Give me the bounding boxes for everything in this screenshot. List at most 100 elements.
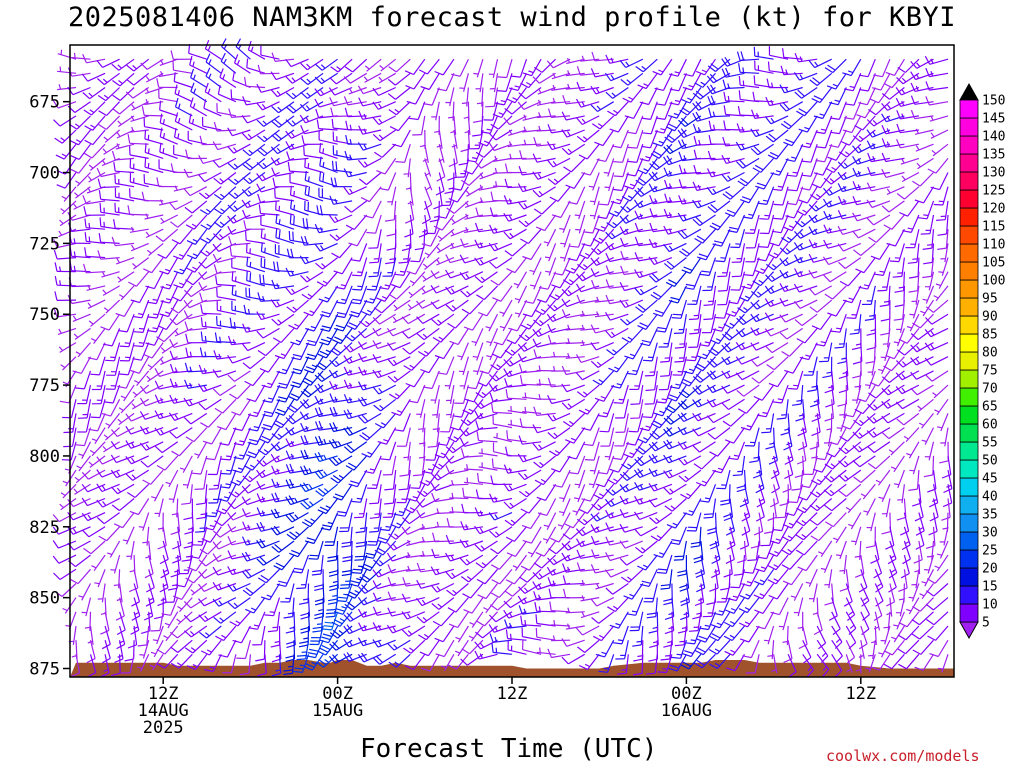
wind-barb <box>293 654 310 673</box>
barb-staff <box>110 399 121 417</box>
wind-barb <box>270 143 295 155</box>
wind-barb <box>359 313 382 328</box>
wind-barb <box>256 115 280 127</box>
barb-flag <box>315 108 320 119</box>
barb-flag <box>227 225 233 235</box>
wind-barb <box>116 583 123 603</box>
wind-barb <box>408 285 426 299</box>
barb-flag <box>305 663 315 668</box>
wind-barb <box>233 427 251 446</box>
barb-staff <box>467 285 484 298</box>
barb-staff <box>122 512 135 529</box>
barb-half-flag <box>165 298 172 301</box>
wind-barb <box>125 455 149 465</box>
barb-half-flag <box>219 336 221 342</box>
wind-barb <box>158 89 178 103</box>
wind-barb <box>246 271 266 287</box>
wind-barb <box>102 285 120 296</box>
wind-barb <box>332 145 353 159</box>
barb-half-flag <box>102 501 107 506</box>
barb-flag <box>537 298 547 303</box>
barb-staff <box>296 313 309 330</box>
wind-barb <box>70 129 91 146</box>
barb-flag <box>84 232 87 242</box>
barb-staff <box>317 540 324 560</box>
barb-staff <box>59 342 77 353</box>
barb-staff <box>202 143 222 146</box>
barb-staff <box>162 228 179 242</box>
barb-flag <box>98 535 107 542</box>
wind-barb <box>115 299 135 317</box>
barb-flag <box>55 154 65 160</box>
wind-barb <box>520 615 542 627</box>
barb-staff <box>541 58 557 73</box>
barb-flag <box>173 255 183 260</box>
barb-flag <box>358 97 364 107</box>
barb-flag <box>97 78 105 86</box>
barb-staff <box>289 170 309 174</box>
wind-barb <box>379 172 397 191</box>
barb-half-flag <box>332 580 339 584</box>
barb-flag <box>466 386 477 390</box>
barb-flag <box>402 347 411 355</box>
barb-flag <box>212 530 221 538</box>
wind-barb <box>395 144 411 163</box>
wind-barb <box>208 469 222 490</box>
wind-barb <box>246 256 266 273</box>
barb-staff <box>190 412 208 425</box>
barb-flag <box>271 546 280 553</box>
barb-staff <box>443 639 455 657</box>
wind-barb <box>200 317 222 329</box>
wind-barb <box>343 96 367 106</box>
barb-flag <box>242 475 251 483</box>
barb-flag <box>241 508 247 518</box>
barb-flag <box>336 312 347 315</box>
wind-barb <box>227 536 251 546</box>
barb-flag <box>289 185 292 196</box>
wind-barb <box>260 583 281 601</box>
barb-staff <box>145 86 164 95</box>
wind-barb <box>336 498 353 517</box>
barb-half-flag <box>290 143 295 149</box>
barb-staff <box>176 313 193 326</box>
barb-half-flag <box>307 176 310 182</box>
barb-flag <box>100 326 110 331</box>
wind-barb <box>449 492 469 500</box>
barb-staff <box>483 143 498 158</box>
barb-half-flag <box>295 339 302 343</box>
barb-flag <box>56 170 66 175</box>
wind-barb <box>97 178 120 189</box>
barb-flag <box>286 406 296 413</box>
wind-barb <box>174 128 193 145</box>
wind-barb <box>451 214 469 226</box>
wind-barb <box>343 624 367 635</box>
wind-barb <box>233 441 251 460</box>
barb-half-flag <box>523 587 529 593</box>
wind-barb <box>88 413 106 432</box>
barb-flag <box>319 156 322 166</box>
wind-barb <box>158 159 178 174</box>
wind-barb <box>312 611 324 633</box>
wind-barb <box>280 583 295 603</box>
barb-flag <box>52 238 59 248</box>
barb-flag <box>489 530 497 538</box>
barb-half-flag <box>294 323 300 327</box>
barb-flag <box>485 105 495 108</box>
barb-half-flag <box>500 100 506 103</box>
wind-barb <box>262 399 281 418</box>
barb-half-flag <box>59 266 62 272</box>
wind-barb <box>247 40 266 60</box>
wind-barb <box>544 243 557 262</box>
barb-flag <box>172 544 182 550</box>
wind-barb <box>183 397 208 407</box>
barb-half-flag <box>134 379 140 384</box>
barb-half-flag <box>378 103 383 109</box>
barb-flag <box>408 400 418 404</box>
barb-flag <box>300 390 309 398</box>
wind-barb <box>256 83 280 93</box>
barb-flag <box>261 384 271 389</box>
barb-half-flag <box>320 77 325 83</box>
barb-flag <box>423 203 433 210</box>
barb-flag <box>503 231 511 240</box>
barb-flag <box>358 366 364 376</box>
